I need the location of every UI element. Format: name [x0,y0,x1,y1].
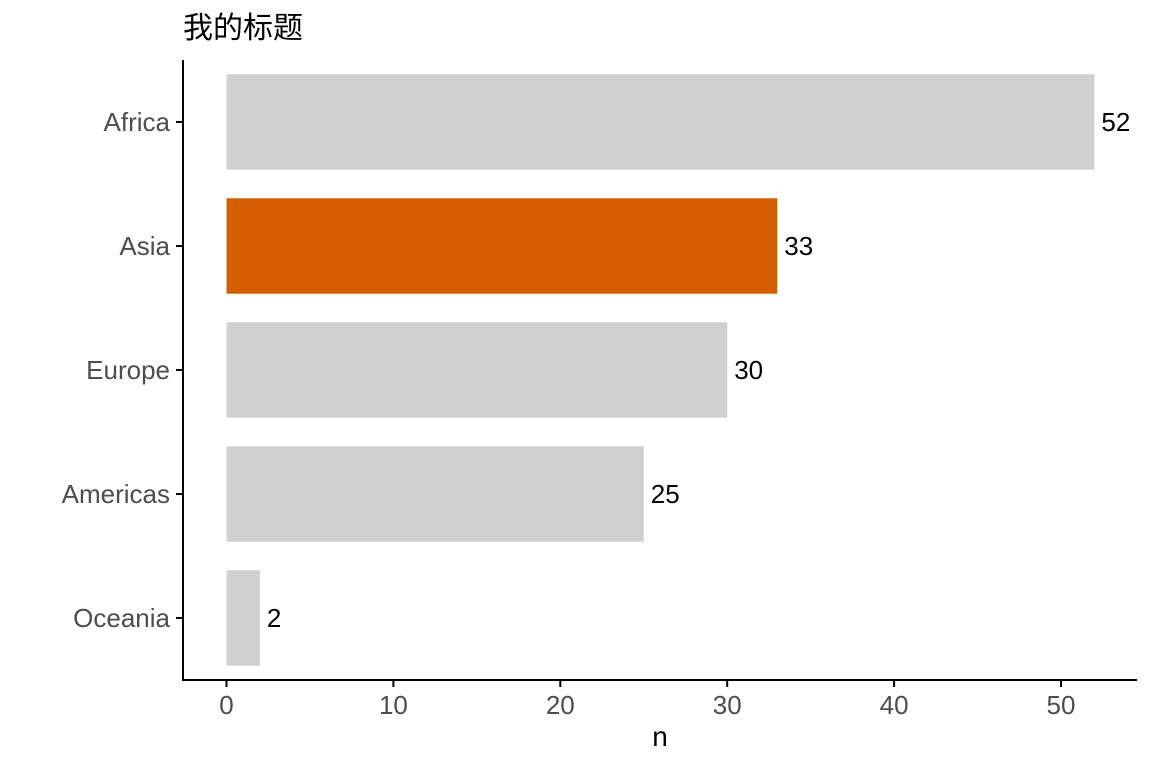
category-label-americas: Americas [62,479,170,509]
x-axis-title: n [652,721,668,752]
x-tick-label-40: 40 [880,690,909,720]
category-label-asia: Asia [119,231,170,261]
x-tick-label-50: 50 [1047,690,1076,720]
category-label-oceania: Oceania [73,603,170,633]
x-tick-label-30: 30 [713,690,742,720]
value-label-oceania: 2 [267,603,281,633]
category-label-europe: Europe [86,355,170,385]
bar-europe [227,322,728,417]
bar-americas [227,446,644,541]
bar-africa [227,74,1095,169]
x-tick-label-10: 10 [379,690,408,720]
bars-layer [227,74,1095,665]
value-label-africa: 52 [1101,107,1130,137]
value-label-americas: 25 [651,479,680,509]
chart-title: 我的标题 [183,11,303,46]
y-axis: Africa Asia Europe Americas Oceania [62,60,183,680]
bar-asia [227,198,778,293]
bar-oceania [227,570,260,665]
value-label-asia: 33 [784,231,813,261]
x-axis: 0 10 20 30 40 50 [182,680,1137,720]
category-label-africa: Africa [104,107,171,137]
x-tick-label-0: 0 [219,690,233,720]
x-tick-label-20: 20 [546,690,575,720]
value-label-europe: 30 [734,355,763,385]
